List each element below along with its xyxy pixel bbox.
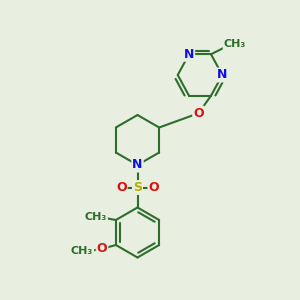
Text: S: S (133, 181, 142, 194)
Text: N: N (217, 68, 227, 82)
Text: N: N (184, 48, 194, 61)
Text: O: O (148, 181, 159, 194)
Text: CH₃: CH₃ (85, 212, 107, 223)
Text: O: O (116, 181, 127, 194)
Text: CH₃: CH₃ (224, 39, 246, 49)
Text: O: O (97, 242, 107, 255)
Text: O: O (193, 107, 204, 120)
Text: N: N (132, 158, 143, 172)
Text: CH₃: CH₃ (71, 246, 93, 256)
